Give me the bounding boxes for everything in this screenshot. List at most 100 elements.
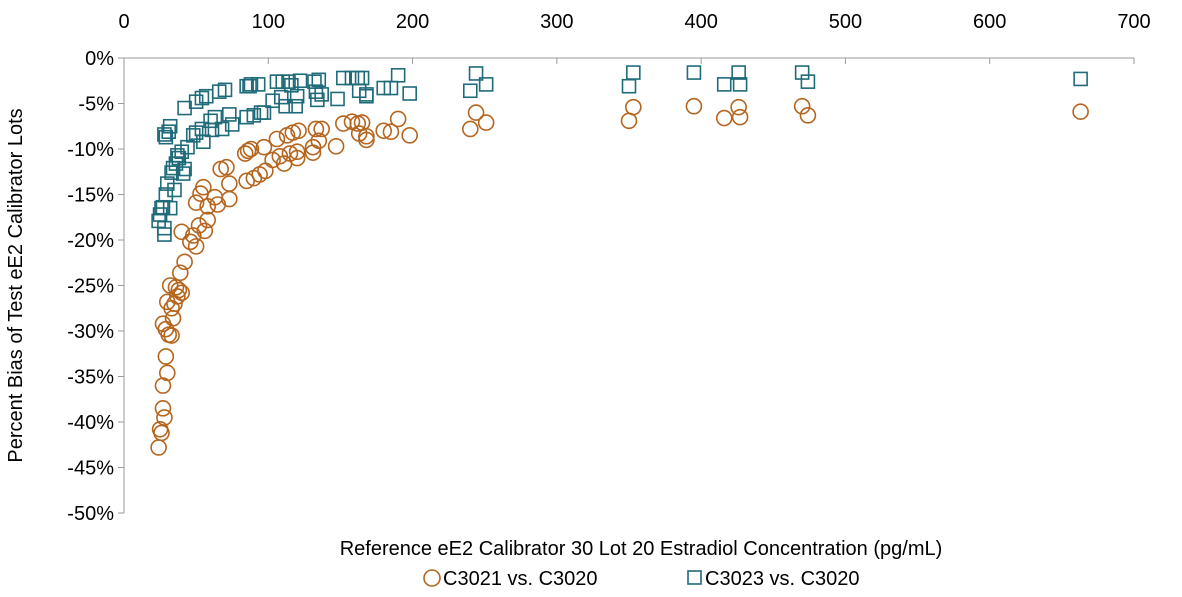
data-point-circle xyxy=(187,194,205,211)
data-point-circle xyxy=(184,227,202,244)
data-point-square xyxy=(288,98,304,114)
x-tick-label: 600 xyxy=(973,11,1006,33)
data-point-square xyxy=(162,118,178,134)
data-point-square xyxy=(157,220,172,236)
data-point-square xyxy=(167,182,182,198)
data-point-square xyxy=(311,72,327,88)
data-point-square xyxy=(310,92,325,108)
legend-label-series-0: C3021 vs. C3020 xyxy=(443,568,598,590)
data-point-square xyxy=(217,82,233,98)
data-points xyxy=(150,65,1089,456)
data-point-circle xyxy=(173,223,191,241)
data-point-square xyxy=(626,65,641,80)
data-point-circle xyxy=(461,120,479,138)
legend-marker-square xyxy=(687,570,702,585)
data-point-circle xyxy=(715,109,733,127)
x-tick-label: 400 xyxy=(684,11,717,33)
data-point-square xyxy=(314,87,329,102)
data-point-circle xyxy=(236,145,254,162)
data-point-square xyxy=(390,67,406,83)
data-point-circle xyxy=(199,211,216,229)
data-point-square xyxy=(621,78,637,94)
y-tick-label: -35% xyxy=(67,367,114,389)
x-tick-label: 500 xyxy=(829,11,862,33)
data-point-square xyxy=(161,124,177,140)
data-point-circle xyxy=(304,138,322,156)
data-point-circle xyxy=(218,158,235,176)
data-point-square xyxy=(1073,71,1088,87)
data-point-circle xyxy=(163,327,180,344)
data-point-square xyxy=(716,77,732,92)
data-point-square xyxy=(242,78,257,94)
data-point-circle xyxy=(239,142,257,160)
legend-marker-circle xyxy=(423,569,441,587)
data-point-square xyxy=(278,98,293,114)
data-point-square xyxy=(462,83,478,99)
y-axis-title: Percent Bias of Test eE2 Calibrator Lots xyxy=(5,108,27,462)
data-point-circle xyxy=(173,284,191,302)
data-point-circle xyxy=(799,107,817,124)
x-tick-label: 200 xyxy=(396,11,429,33)
data-point-circle xyxy=(730,98,747,116)
data-point-square xyxy=(175,166,191,181)
data-point-square xyxy=(222,107,237,122)
x-tick-label: 700 xyxy=(1117,11,1150,33)
data-point-square xyxy=(273,89,289,105)
data-point-square xyxy=(478,77,494,92)
data-point-circle xyxy=(307,120,325,138)
data-point-circle xyxy=(358,131,375,149)
data-point-circle xyxy=(156,409,173,426)
data-point-square xyxy=(336,70,351,86)
data-point-circle xyxy=(157,348,175,365)
y-tick-label: -30% xyxy=(67,321,114,343)
data-point-square xyxy=(214,121,230,137)
y-tick-label: -25% xyxy=(67,276,114,298)
data-point-square xyxy=(177,161,192,177)
data-point-circle xyxy=(382,123,400,141)
data-point-square xyxy=(250,77,266,92)
data-point-circle xyxy=(290,122,307,140)
data-point-circle xyxy=(358,127,375,145)
data-point-circle xyxy=(150,439,167,456)
data-point-circle xyxy=(389,110,407,128)
data-point-square xyxy=(359,87,374,102)
data-point-square xyxy=(686,65,702,80)
data-point-square xyxy=(330,91,345,107)
x-tick-label: 100 xyxy=(252,11,285,33)
x-ticks: 0 100 200 300 400 500 600 700 xyxy=(118,11,1151,64)
data-point-circle xyxy=(157,320,175,338)
data-point-circle xyxy=(288,143,306,161)
data-point-circle xyxy=(793,97,811,115)
y-tick-label: -40% xyxy=(67,412,114,434)
data-point-square xyxy=(292,73,308,89)
y-tick-label: -50% xyxy=(67,503,114,525)
data-point-circle xyxy=(242,140,260,158)
data-point-square xyxy=(468,66,484,81)
y-tick-label: -10% xyxy=(67,139,114,161)
x-tick-label: 0 xyxy=(118,11,129,33)
data-point-square xyxy=(196,134,211,150)
data-point-circle xyxy=(625,98,642,116)
data-point-circle xyxy=(268,130,286,148)
data-point-circle xyxy=(153,424,170,442)
data-point-square xyxy=(158,129,174,145)
data-point-circle xyxy=(1072,103,1089,120)
data-point-circle xyxy=(327,137,345,155)
legend-label-series-1: C3023 vs. C3020 xyxy=(705,568,860,590)
data-point-square xyxy=(354,70,370,86)
data-point-circle xyxy=(170,281,188,299)
data-point-circle xyxy=(238,172,255,190)
data-point-square xyxy=(731,65,746,80)
data-point-circle xyxy=(154,400,172,417)
data-point-circle xyxy=(685,97,703,115)
axes-layer xyxy=(123,57,1134,513)
data-point-circle xyxy=(467,104,485,121)
data-point-circle xyxy=(167,279,185,296)
data-point-square xyxy=(256,105,272,120)
y-tick-label: -15% xyxy=(67,185,114,207)
data-point-square xyxy=(402,86,417,101)
data-point-square xyxy=(224,117,240,132)
data-point-circle xyxy=(221,175,238,192)
data-point-circle xyxy=(313,120,330,138)
